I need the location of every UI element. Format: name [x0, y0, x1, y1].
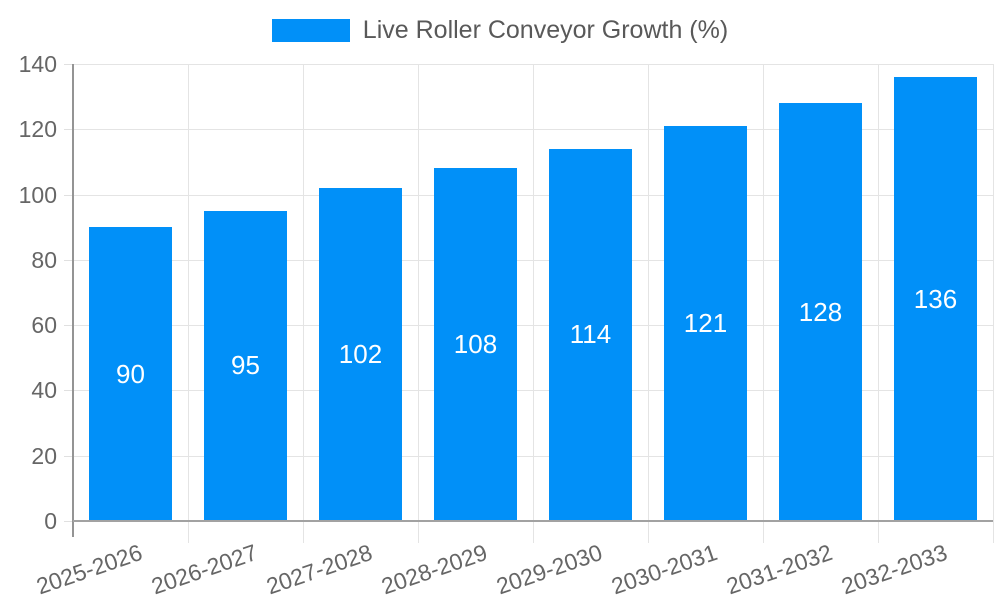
- x-gridline: [418, 64, 419, 543]
- y-axis-line: [72, 64, 74, 537]
- legend-label: Live Roller Conveyor Growth (%): [362, 16, 729, 44]
- bar-value-label: 121: [683, 308, 728, 339]
- y-axis-tick-label: 100: [18, 181, 57, 208]
- bar: 136: [894, 77, 977, 521]
- x-gridline: [763, 64, 764, 543]
- y-tick: [64, 64, 73, 65]
- x-axis-tick-label: 2026-2027: [147, 539, 260, 600]
- x-gridline: [188, 64, 189, 543]
- y-axis-tick-label: 80: [31, 246, 57, 273]
- bar-value-label: 102: [338, 339, 383, 370]
- y-tick: [64, 390, 73, 392]
- bar-value-label: 90: [116, 358, 145, 389]
- x-gridline: [993, 64, 994, 543]
- x-axis-tick-label: 2032-2033: [837, 539, 950, 600]
- bar-value-label: 136: [913, 283, 958, 314]
- bar: 108: [434, 168, 517, 521]
- bar: 121: [664, 126, 747, 521]
- bar: 102: [319, 188, 402, 521]
- y-tick: [64, 455, 73, 457]
- chart-legend: Live Roller Conveyor Growth (%): [0, 16, 1000, 45]
- bar-value-label: 95: [231, 350, 260, 381]
- y-tick: [64, 325, 73, 327]
- x-axis-tick-label: 2030-2031: [607, 539, 720, 600]
- y-axis-tick-label: 0: [44, 508, 57, 534]
- x-gridline: [303, 64, 304, 543]
- x-gridline: [533, 64, 534, 543]
- y-tick: [64, 129, 73, 131]
- bar: 114: [549, 148, 632, 521]
- bar: 95: [204, 210, 287, 521]
- plot-area: 0 20 40 60 80 100 120 140 90 95 102 108 114 121 128 136…: [19, 51, 994, 599]
- x-axis-tick-label: 2029-2030: [492, 539, 605, 600]
- y-tick: [64, 521, 73, 522]
- x-axis-tick-label: 2027-2028: [262, 539, 375, 600]
- y-tick: [64, 194, 73, 196]
- x-axis-tick-label: 2025-2026: [32, 539, 145, 600]
- legend-swatch-icon: [271, 19, 350, 42]
- y-axis-tick-label: 140: [18, 51, 57, 77]
- y-axis-tick-label: 40: [31, 377, 57, 404]
- bar: 128: [779, 103, 862, 521]
- x-gridline: [878, 64, 879, 543]
- bar-value-label: 108: [453, 329, 498, 360]
- y-axis-tick-label: 120: [18, 116, 57, 143]
- x-axis-tick-label: 2031-2032: [722, 539, 835, 600]
- x-axis-tick-label: 2028-2029: [377, 539, 490, 600]
- y-axis-tick-label: 20: [31, 442, 57, 469]
- x-gridline: [648, 64, 649, 543]
- y-tick: [64, 259, 73, 261]
- bar-value-label: 128: [798, 296, 843, 327]
- bar-value-label: 114: [569, 319, 612, 350]
- y-axis-tick-label: 60: [31, 312, 57, 339]
- bar: 90: [89, 227, 172, 521]
- x-axis-line: [73, 520, 993, 522]
